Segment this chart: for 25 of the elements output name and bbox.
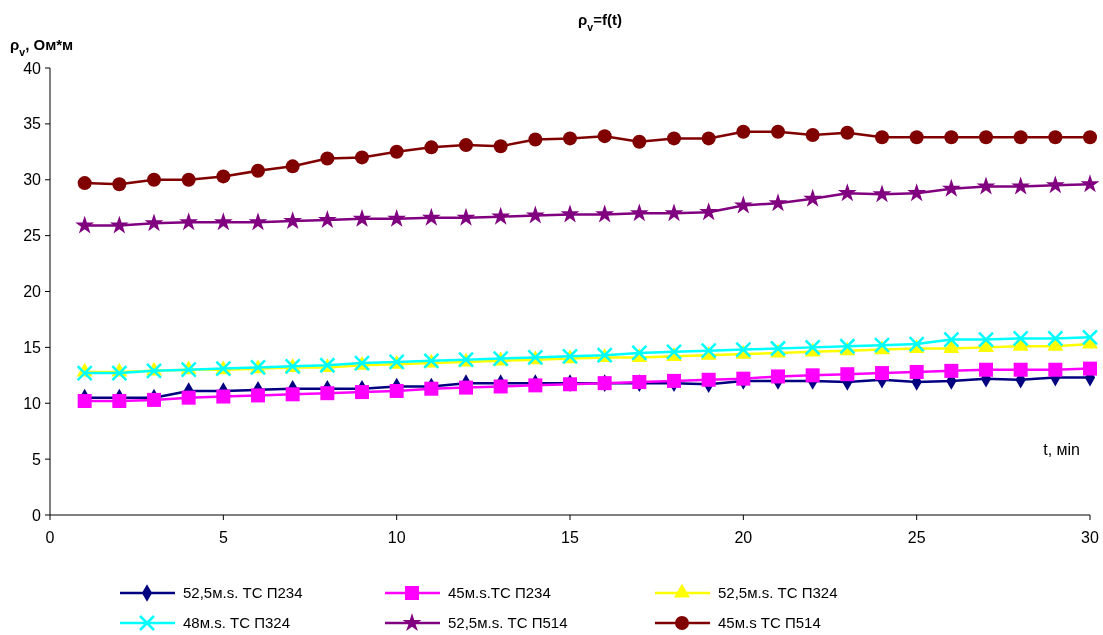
y-tick-label: 30 [23,171,42,189]
x-axis-title: t, міn [1043,441,1080,458]
x-tick-label: 0 [45,529,55,546]
legend-label: 45м.s.ТС П234 [448,584,551,602]
y-tick-label: 10 [23,394,42,412]
x-tick-label: 15 [561,529,579,546]
chart-title: ρ$_{v}$=f(t) [578,11,622,33]
x-tick-label: 10 [387,529,406,546]
y-axis-title: ρ$_{v}$, Ом*м [10,36,74,58]
legend-label: 52,5м.s. ТС П234 [183,584,303,602]
y-tick-label: 25 [23,227,42,245]
x-tick-label: 20 [734,529,753,546]
legend-label: 52,5м.s. ТС П514 [448,614,568,632]
legend-label: 48м.s. ТС П324 [183,614,290,632]
x-tick-label: 5 [218,529,228,546]
legend-label: 52,5м.s. ТС П324 [718,584,838,602]
y-tick-label: 5 [32,450,42,468]
x-tick-label: 30 [1081,529,1099,546]
x-tick-label: 25 [907,529,926,546]
legend-label: 45м.s ТС П514 [718,614,821,632]
y-tick-label: 40 [23,59,42,77]
y-tick-label: 20 [23,283,42,301]
y-tick-label: 15 [23,338,42,356]
y-tick-label: 35 [23,115,42,133]
y-tick-label: 0 [32,506,42,524]
